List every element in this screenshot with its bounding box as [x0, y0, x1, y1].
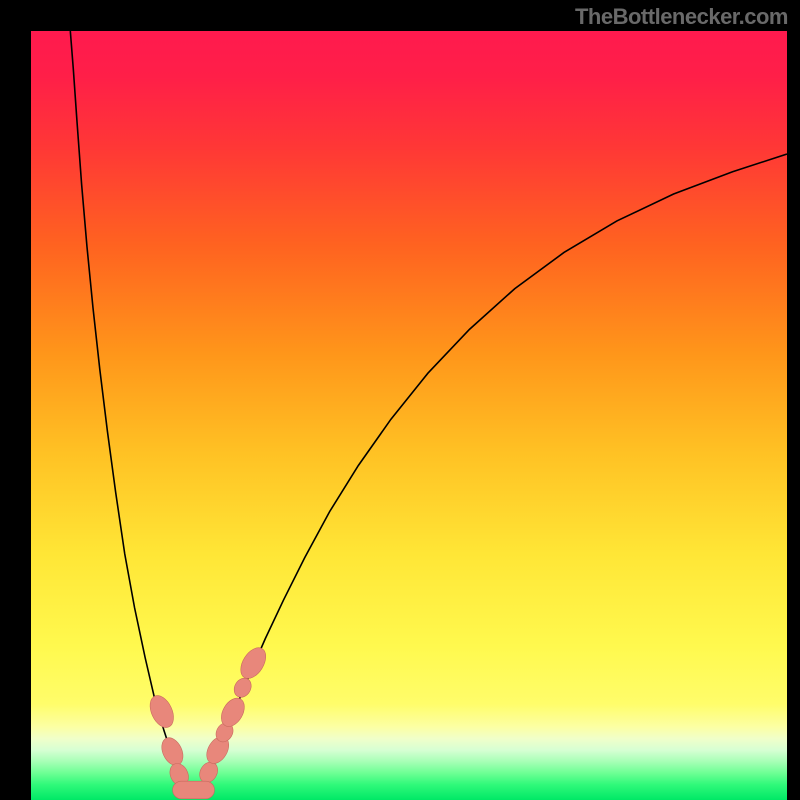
plot-area: [31, 31, 787, 800]
gradient-background: [31, 31, 787, 800]
chart-svg: [31, 31, 787, 800]
watermark-text: TheBottlenecker.com: [575, 4, 788, 30]
marker-capsule: [173, 781, 215, 799]
chart-container: TheBottlenecker.com: [0, 0, 800, 800]
